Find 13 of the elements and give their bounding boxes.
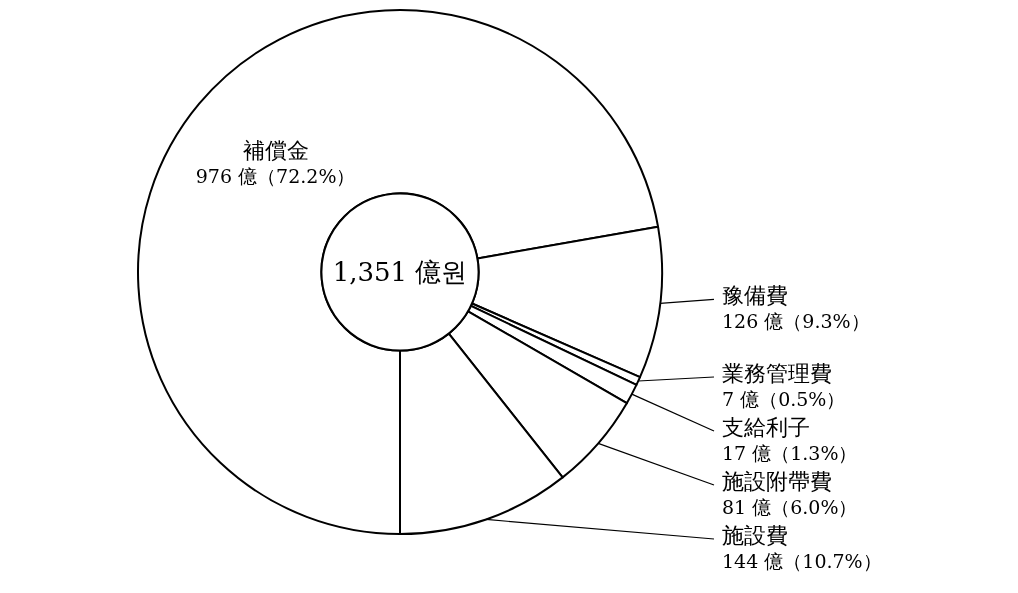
slice-label: 補償金 xyxy=(242,137,309,163)
data-label: 17 億（1.3%） xyxy=(722,441,858,464)
slice-label: 豫備費 xyxy=(722,283,788,309)
data-label: 7 億（0.5%） xyxy=(722,387,846,410)
slice-label: 業務管理費 xyxy=(722,360,832,386)
slice-label: 施設費 xyxy=(722,522,788,548)
data-label: 126 億（9.3%） xyxy=(722,310,870,333)
data-label: 81 億（6.0%） xyxy=(722,495,858,518)
slice-label: 支給利子 xyxy=(722,414,810,440)
data-label: 144 億（10.7%） xyxy=(722,549,882,572)
slice-label: 施設附帶費 xyxy=(722,468,832,494)
text: 1,351 億원 xyxy=(332,257,468,287)
data-label: 976 億（72.2%） xyxy=(195,164,356,187)
